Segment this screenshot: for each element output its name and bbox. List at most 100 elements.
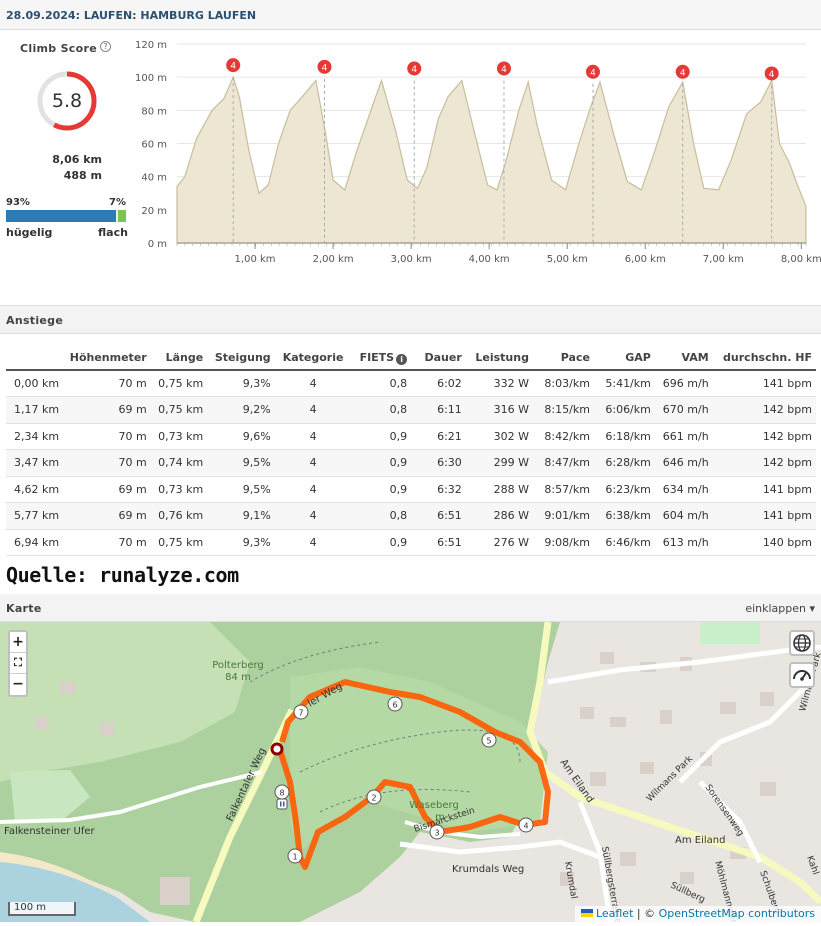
- cell-pace: 8:15/km: [532, 396, 594, 424]
- route-marker-7: 7: [298, 709, 303, 718]
- cell-gradient: 9,5%: [207, 476, 275, 503]
- climbs-table-body: 0,00 km 70 m 0,75 km 9,3% 4 0,8 6:02 332 W 8:03/…: [6, 370, 816, 556]
- forest-area-west: [0, 622, 250, 782]
- road-soerensenweg: [698, 780, 763, 864]
- pause-icon: [276, 798, 288, 810]
- climb-row[interactable]: 4,62 km 69 m 0,73 km 9,5% 4 0,9 6:32 288 W 8:57/…: [6, 476, 816, 503]
- help-icon[interactable]: ?: [100, 41, 111, 52]
- climb-row[interactable]: 2,34 km 70 m 0,73 km 9,6% 4 0,9 6:21 302 W 8:42/…: [6, 423, 816, 450]
- climb-row[interactable]: 6,94 km 70 m 0,75 km 9,3% 4 0,9 6:51 276 W 9:08/…: [6, 529, 816, 556]
- cell-pace: 9:01/km: [532, 502, 594, 530]
- climb-score-ring-arc: [37, 71, 97, 131]
- cell-duration: 6:11: [411, 396, 466, 424]
- cell-category: 4: [274, 502, 352, 530]
- col-power[interactable]: Leistung: [465, 346, 533, 371]
- info-icon[interactable]: i: [396, 353, 408, 365]
- cell-duration: 6:32: [411, 476, 466, 503]
- climb-row[interactable]: 0,00 km 70 m 0,75 km 9,3% 4 0,8 6:02 332 W 8:03/…: [6, 370, 816, 397]
- col-category[interactable]: Kategorie: [274, 346, 352, 371]
- map-label-falkensteiner-ufer: Falkensteiner Ufer: [4, 826, 95, 837]
- building: [590, 772, 606, 786]
- map-label-waseberg: Waseberg: [409, 800, 459, 811]
- col-duration[interactable]: Dauer: [411, 346, 466, 371]
- road-bismarckstein: [404, 820, 521, 840]
- col-gap[interactable]: GAP: [593, 346, 655, 371]
- fullscreen-button[interactable]: ⛶: [10, 653, 26, 674]
- cell-gap: 6:06/km: [593, 396, 655, 424]
- cell-avg-hr: 142 bpm: [712, 396, 816, 424]
- y-tick-label: 20 m: [141, 206, 167, 217]
- cell-power: 302 W: [465, 423, 533, 450]
- road-wilmans-park: [678, 680, 812, 784]
- cell-fiets: 0,9: [351, 423, 412, 450]
- building: [610, 717, 626, 727]
- zoom-in-button[interactable]: +: [10, 632, 26, 653]
- meadow-area: [700, 622, 760, 644]
- map-label-am-eiland-2: Am Eiland: [675, 835, 725, 846]
- building: [720, 702, 736, 714]
- route-marker-6: 6: [392, 701, 397, 710]
- col-vam[interactable]: VAM: [654, 346, 713, 371]
- cell-fiets: 0,8: [351, 370, 412, 397]
- leaflet-link[interactable]: Leaflet: [595, 907, 634, 920]
- y-tick-label: 40 m: [141, 173, 167, 184]
- climb-marker-label: 4: [411, 65, 417, 75]
- cell-elevation: 70 m: [64, 370, 151, 397]
- terrain-bar-hilly: [6, 210, 116, 222]
- map-canvas[interactable]: Polterberg 84 m Waseberg m Falkentaler W…: [0, 622, 821, 922]
- trail: [319, 789, 471, 813]
- cell-start: 5,77 km: [6, 502, 65, 530]
- cell-gradient: 9,3%: [207, 529, 275, 556]
- climb-row[interactable]: 5,77 km 69 m 0,76 km 9,1% 4 0,8 6:51 286 W 9:01/…: [6, 502, 816, 530]
- map-label-krumdals-weg: Krumdals Weg: [452, 864, 524, 875]
- cell-gap: 6:46/km: [593, 529, 655, 556]
- building: [160, 877, 190, 905]
- col-length[interactable]: Länge: [150, 346, 208, 371]
- cell-start: 3,47 km: [6, 449, 65, 477]
- flat-percent: 7%: [109, 197, 126, 208]
- col-pace[interactable]: Pace: [532, 346, 594, 371]
- map-scale: 100 m: [8, 902, 76, 916]
- speedometer-icon: [793, 670, 811, 681]
- activity-header: 28.09.2024: LAUFEN: HAMBURG LAUFEN: [0, 0, 821, 30]
- activity-title: 28.09.2024: LAUFEN: HAMBURG LAUFEN: [6, 9, 257, 22]
- cell-elevation: 70 m: [64, 423, 151, 450]
- climb-marker: [585, 64, 600, 79]
- climb-row[interactable]: 1,17 km 69 m 0,75 km 9,2% 4 0,8 6:11 316 W 8:15/…: [6, 396, 816, 424]
- route-marker-4: 4: [523, 822, 528, 831]
- osm-link[interactable]: OpenStreetMap contributors: [658, 907, 815, 920]
- climb-score-panel: Climb Score ? 5.8 8,06 km 488 m 93% 7% h…: [0, 30, 821, 306]
- collapse-toggle[interactable]: einklappen ▾: [745, 602, 815, 615]
- cell-length: 0,75 km: [150, 370, 208, 397]
- layers-button[interactable]: [789, 630, 815, 656]
- col-avg-hr[interactable]: durchschn. HF: [712, 346, 816, 371]
- col-elevation[interactable]: Höhenmeter: [64, 346, 151, 371]
- climbs-table-header: Höhenmeter Länge Steigung Kategorie FIET…: [6, 346, 816, 371]
- y-tick-label: 80 m: [141, 106, 167, 117]
- route-marker-1: 1: [292, 853, 297, 862]
- x-tick-label: 1,00 km: [235, 254, 276, 265]
- cell-avg-hr: 141 bpm: [712, 370, 816, 397]
- cell-duration: 6:30: [411, 449, 466, 477]
- cell-elevation: 69 m: [64, 502, 151, 530]
- col-fiets[interactable]: FIETS i: [351, 346, 412, 371]
- route-map[interactable]: Polterberg 84 m Waseberg m Falkentaler W…: [0, 622, 821, 922]
- cell-gradient: 9,2%: [207, 396, 275, 424]
- elevation-profile-chart[interactable]: 0 m 20 m 40 m 60 m 80 m 100 m 120 m 1,00 km 2,00…: [130, 36, 821, 272]
- cell-category: 4: [274, 449, 352, 477]
- speed-layer-button[interactable]: [789, 662, 815, 688]
- cell-vam: 661 m/h: [654, 423, 713, 450]
- cell-length: 0,76 km: [150, 502, 208, 530]
- climb-row[interactable]: 3,47 km 70 m 0,74 km 9,5% 4 0,9 6:30 299 W 8:47/…: [6, 449, 816, 477]
- zoom-out-button[interactable]: −: [12, 676, 24, 692]
- route-line: [277, 679, 551, 870]
- building: [760, 782, 776, 796]
- col-fiets-label: FIETS: [359, 350, 395, 364]
- hilly-label: hügelig: [6, 226, 53, 239]
- climb-marker-label: 4: [501, 65, 507, 75]
- col-gradient[interactable]: Steigung: [207, 346, 275, 371]
- flat-label: flach: [98, 226, 128, 239]
- cell-gradient: 9,1%: [207, 502, 275, 530]
- building: [580, 707, 594, 719]
- cell-gradient: 9,3%: [207, 370, 275, 397]
